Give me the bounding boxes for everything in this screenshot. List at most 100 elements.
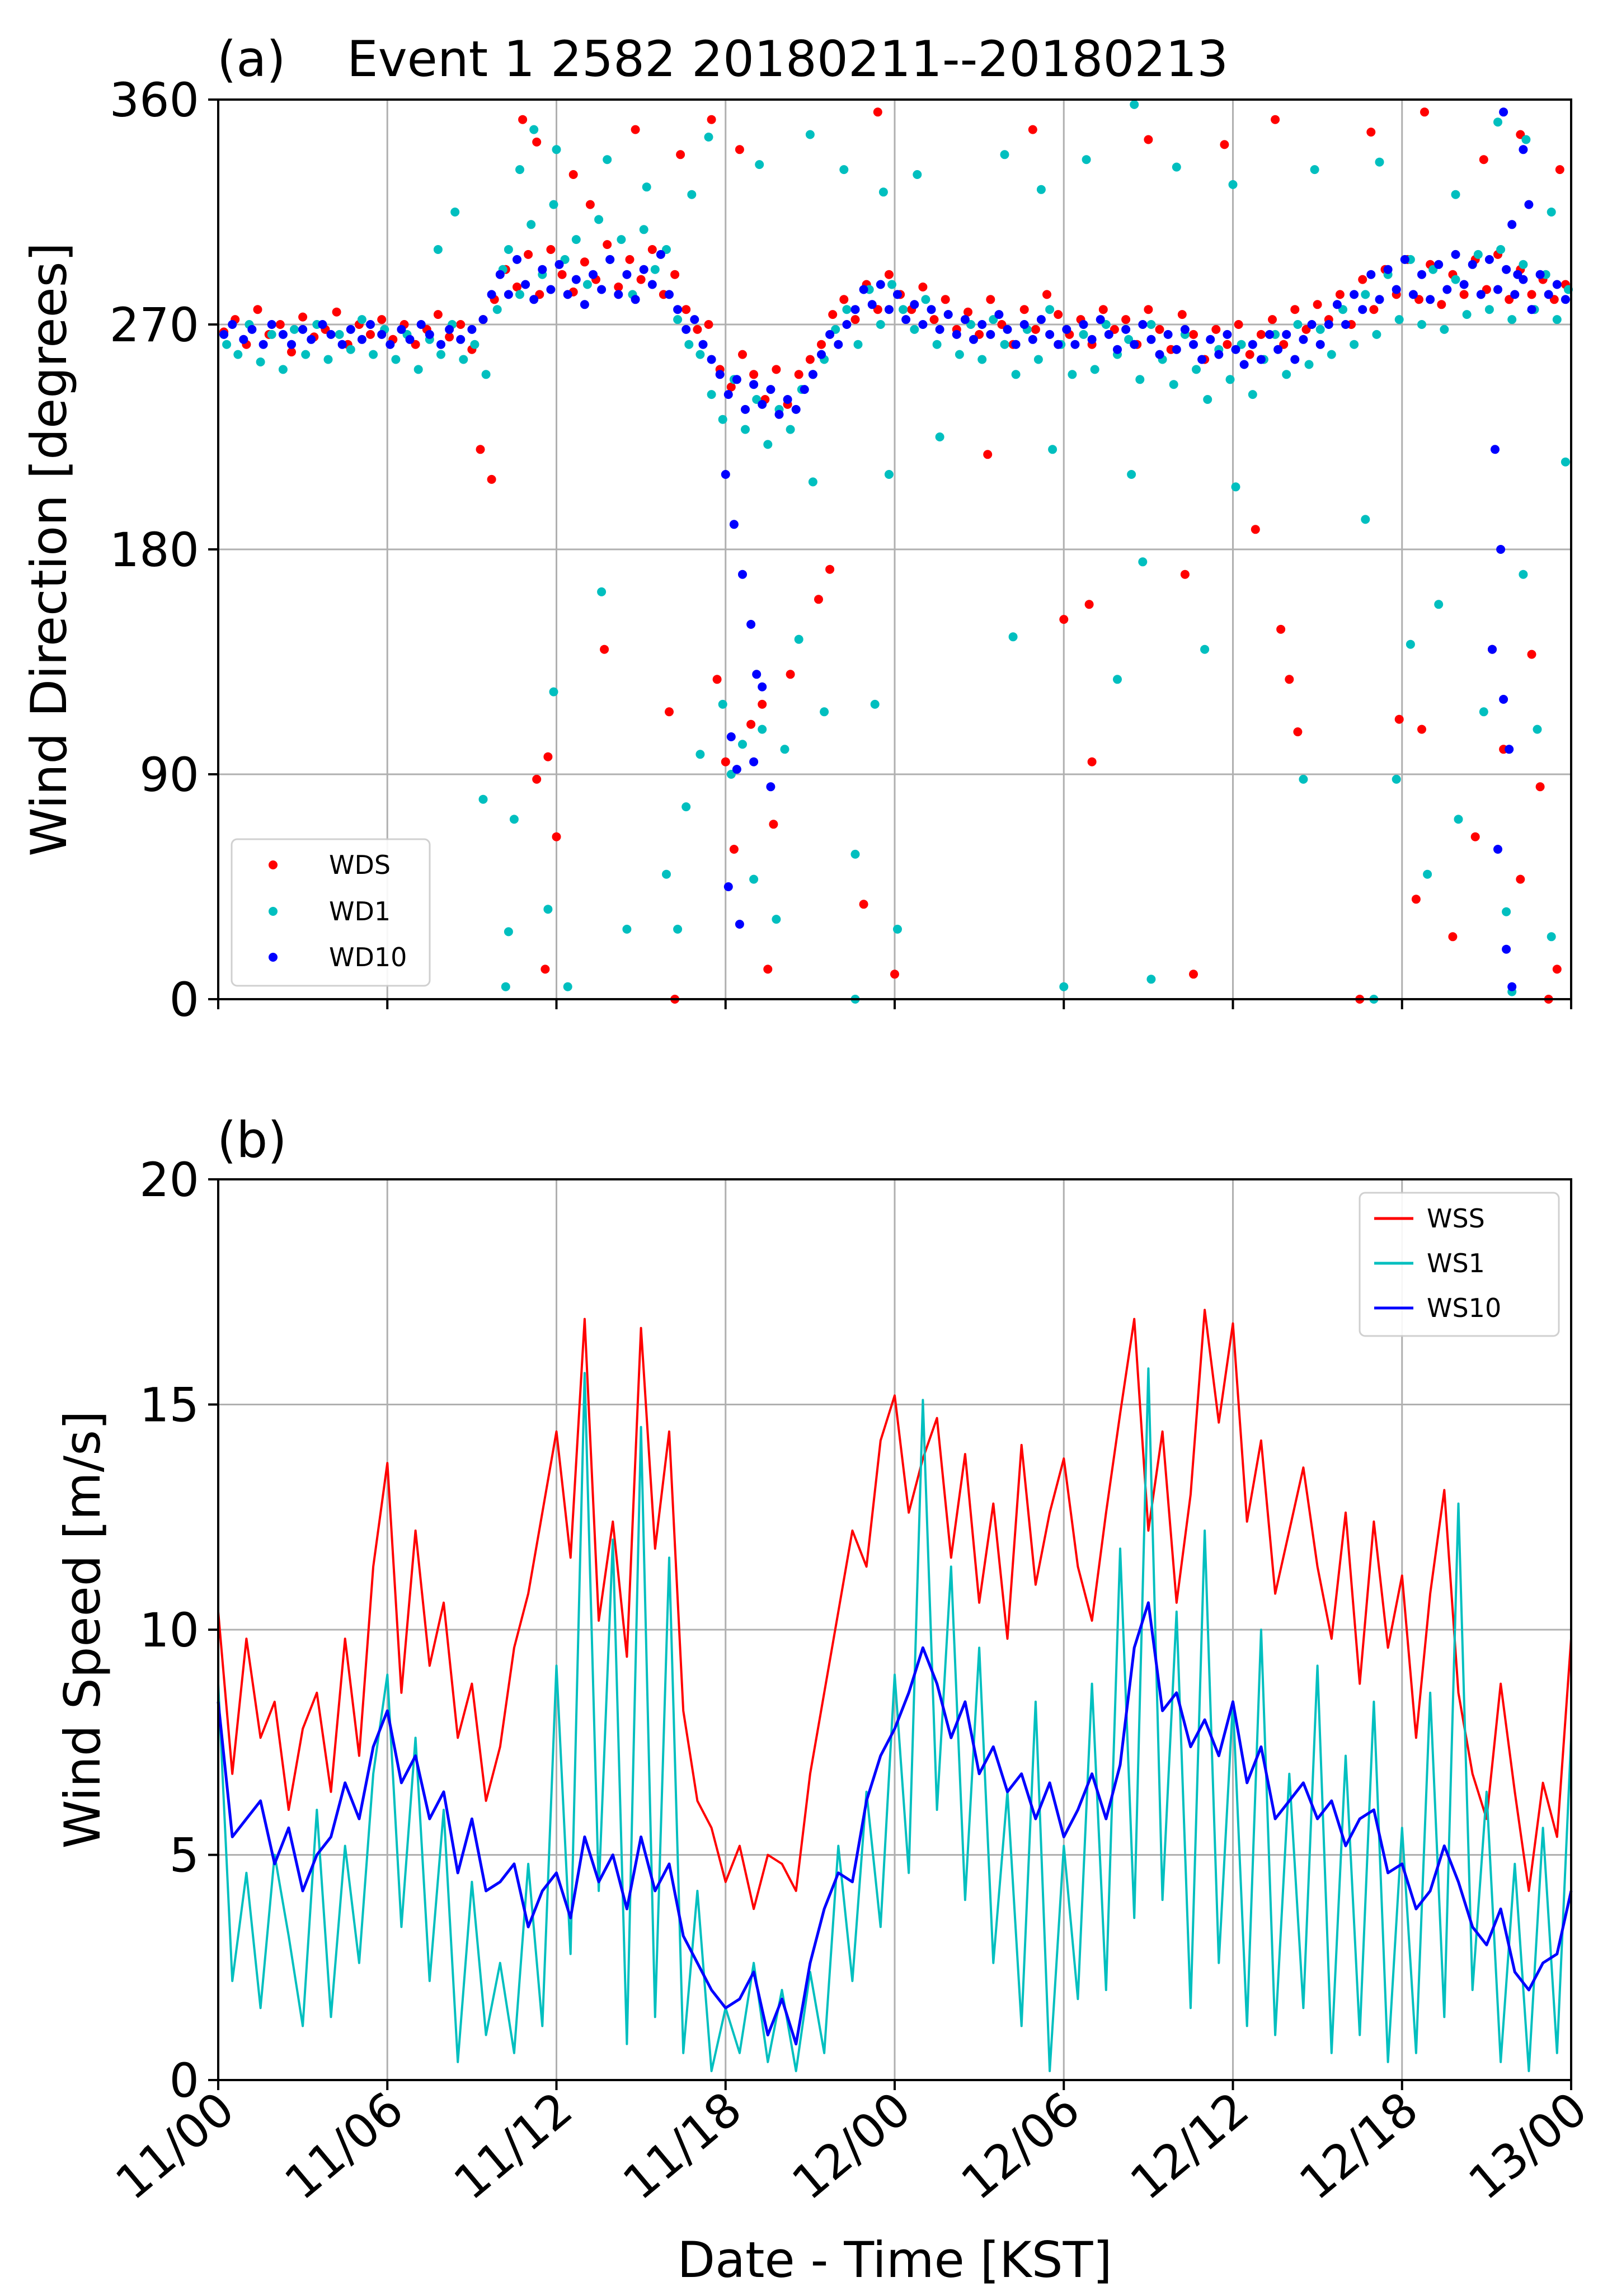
point-wd1	[504, 245, 513, 254]
point-wds	[983, 450, 993, 459]
point-wd10	[405, 335, 415, 344]
panel-b-x-tick-label: 13/00	[1458, 2081, 1597, 2210]
point-wds	[585, 200, 595, 209]
point-wd10	[1499, 695, 1508, 704]
point-wd1	[1519, 570, 1528, 579]
point-wd1	[1048, 445, 1058, 454]
point-wd10	[1366, 270, 1376, 279]
point-wds	[1417, 724, 1426, 734]
point-wd1	[504, 927, 513, 937]
point-wd1	[436, 350, 445, 359]
point-wd10	[943, 310, 953, 319]
point-wds	[1042, 290, 1051, 299]
point-wd1	[1521, 135, 1531, 144]
point-wd1	[1200, 644, 1210, 654]
point-wd1	[1113, 675, 1122, 684]
point-wds	[772, 365, 781, 374]
point-wds	[707, 115, 716, 124]
point-wd1	[955, 350, 964, 359]
point-wd1	[639, 225, 648, 234]
point-wds	[631, 125, 640, 134]
point-wds	[1366, 128, 1376, 137]
panel-a-ticks: 0 90 180 270 360	[110, 73, 1572, 1027]
panel-b-x-tick-label: 12/12	[1120, 2081, 1259, 2210]
point-wds	[1144, 305, 1153, 314]
point-wd1	[1451, 275, 1460, 284]
point-wd1	[786, 425, 795, 434]
point-wd10	[1189, 340, 1198, 349]
point-wds	[1054, 310, 1063, 319]
panel-b-x-tick-label: 12/00	[782, 2081, 920, 2210]
point-wd1	[1299, 774, 1308, 784]
point-wd1	[878, 187, 888, 197]
point-wd10	[605, 255, 615, 264]
point-wds	[1420, 107, 1429, 117]
point-wd10	[521, 280, 530, 289]
point-wd10	[1476, 290, 1486, 299]
point-wd10	[1350, 290, 1359, 299]
point-wd1	[805, 130, 815, 139]
point-wd10	[1019, 320, 1029, 329]
point-wds	[456, 320, 466, 329]
point-wd1	[622, 924, 632, 934]
point-wds	[625, 255, 634, 264]
point-wd10	[580, 300, 589, 309]
point-wd10	[287, 340, 296, 349]
point-wd1	[1493, 117, 1502, 127]
point-wd1	[673, 315, 683, 324]
legend-marker-wds	[269, 860, 278, 869]
point-wd10	[1510, 290, 1520, 299]
point-wd10	[298, 324, 308, 334]
point-wd10	[791, 404, 801, 414]
point-wd10	[1248, 340, 1257, 349]
series-wd10	[219, 107, 1570, 991]
legend-label-ws10: WS10	[1427, 1293, 1501, 1323]
point-wds	[986, 295, 995, 304]
point-wd10	[631, 295, 640, 304]
point-wd1	[1350, 340, 1359, 349]
point-wd10	[1552, 280, 1562, 289]
point-wds	[1358, 275, 1367, 284]
point-wd10	[366, 320, 375, 329]
point-wd10	[445, 324, 454, 334]
point-wd1	[1138, 557, 1148, 567]
point-wds	[647, 245, 657, 254]
point-wd10	[563, 290, 572, 299]
point-wds	[1098, 305, 1108, 314]
point-wd1	[1372, 330, 1381, 339]
point-wd1	[617, 235, 626, 244]
point-wd10	[622, 270, 632, 279]
point-wd10	[766, 782, 776, 792]
point-wd1	[1310, 165, 1319, 175]
panel-a-y-tick-label: 270	[110, 298, 199, 352]
point-wds	[1479, 155, 1488, 164]
point-wds	[721, 757, 730, 766]
point-wd10	[1459, 280, 1469, 289]
point-wds	[580, 257, 589, 267]
point-wds	[1189, 970, 1198, 979]
point-wd10	[267, 320, 276, 329]
point-wd10	[1524, 200, 1534, 209]
point-wd10	[504, 290, 513, 299]
point-wd10	[1375, 295, 1384, 304]
point-wd1	[413, 365, 423, 374]
point-wd1	[346, 345, 355, 354]
point-wds	[513, 283, 521, 291]
panel-b-x-tick-label: 11/18	[613, 2081, 751, 2210]
point-wd1	[1090, 365, 1099, 374]
wind-speed-panel: (b) 11/00 11/06 11/12 11/18 12/00 12/06 12/12 1…	[54, 1111, 1597, 2289]
point-wds	[1144, 135, 1153, 144]
point-wd1	[794, 634, 803, 644]
point-wds	[884, 270, 894, 279]
point-wd1	[1561, 457, 1570, 467]
point-wd1	[887, 280, 896, 289]
point-wd10	[1087, 335, 1097, 344]
point-wd10	[1273, 345, 1283, 354]
panel-b-x-tick-label: 12/18	[1289, 2081, 1428, 2210]
point-wd10	[307, 335, 316, 344]
point-wd1	[582, 280, 592, 289]
panel-a-title: Event 1 2582 20180211--20180213	[347, 30, 1228, 88]
point-wd1	[290, 324, 299, 334]
panel-a-y-axis-label: Wind Direction [degrees]	[20, 242, 78, 857]
point-wds	[532, 774, 542, 784]
